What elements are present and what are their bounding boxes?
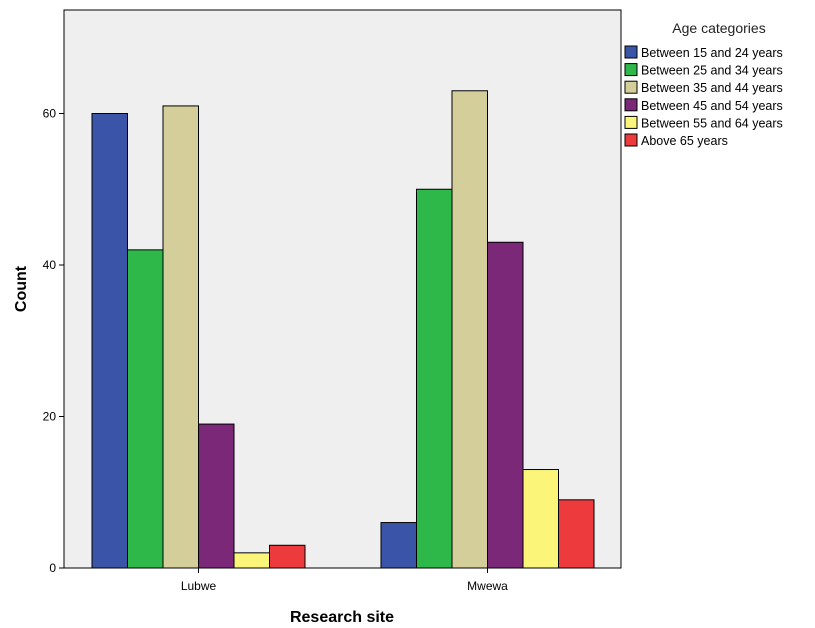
legend-label: Between 45 and 54 years: [641, 99, 783, 113]
legend-label: Above 65 years: [641, 134, 728, 148]
legend-swatch: [624, 133, 638, 147]
y-tick-label: 0: [49, 561, 56, 575]
x-axis: Lubwe Mwewa: [181, 568, 508, 593]
bar-mwewa-series-4: [487, 241, 524, 569]
bar-lubwe-series-1: [91, 113, 128, 569]
bar-lubwe-series-2: [127, 249, 164, 569]
x-axis-title: Research site: [290, 609, 394, 626]
y-axis: 0 20 40 60: [43, 107, 64, 575]
legend-swatch: [624, 98, 638, 112]
x-tick-label: Mwewa: [467, 579, 508, 593]
legend-label: Between 15 and 24 years: [641, 46, 783, 60]
y-axis-title: Count: [13, 265, 30, 312]
y-tick-label: 20: [43, 410, 57, 424]
legend-swatch: [624, 63, 638, 77]
legend-title: Age categories: [672, 20, 765, 36]
bar-mwewa-series-2: [416, 188, 453, 569]
bar-lubwe-series-5: [233, 552, 270, 569]
legend: Between 15 and 24 years Between 25 and 34…: [624, 45, 783, 148]
bar-lubwe-series-3: [162, 105, 199, 569]
legend-swatch: [624, 80, 638, 94]
bar-mwewa-series-3: [451, 90, 488, 569]
x-tick-label: Lubwe: [181, 579, 217, 593]
legend-label: Between 55 and 64 years: [641, 116, 783, 130]
legend-label: Between 25 and 34 years: [641, 64, 783, 78]
bar-mwewa-series-5: [522, 469, 559, 569]
bar-mwewa-series-1: [380, 522, 417, 569]
bars-group: [91, 90, 595, 569]
legend-label: Between 35 and 44 years: [641, 81, 783, 95]
legend-swatch: [624, 45, 638, 59]
bar-lubwe-series-6: [269, 544, 306, 569]
y-tick-label: 40: [43, 258, 57, 272]
legend-swatch: [624, 115, 638, 129]
bar-lubwe-series-4: [198, 423, 235, 569]
y-tick-label: 60: [43, 107, 57, 121]
bar-mwewa-series-6: [558, 499, 595, 569]
